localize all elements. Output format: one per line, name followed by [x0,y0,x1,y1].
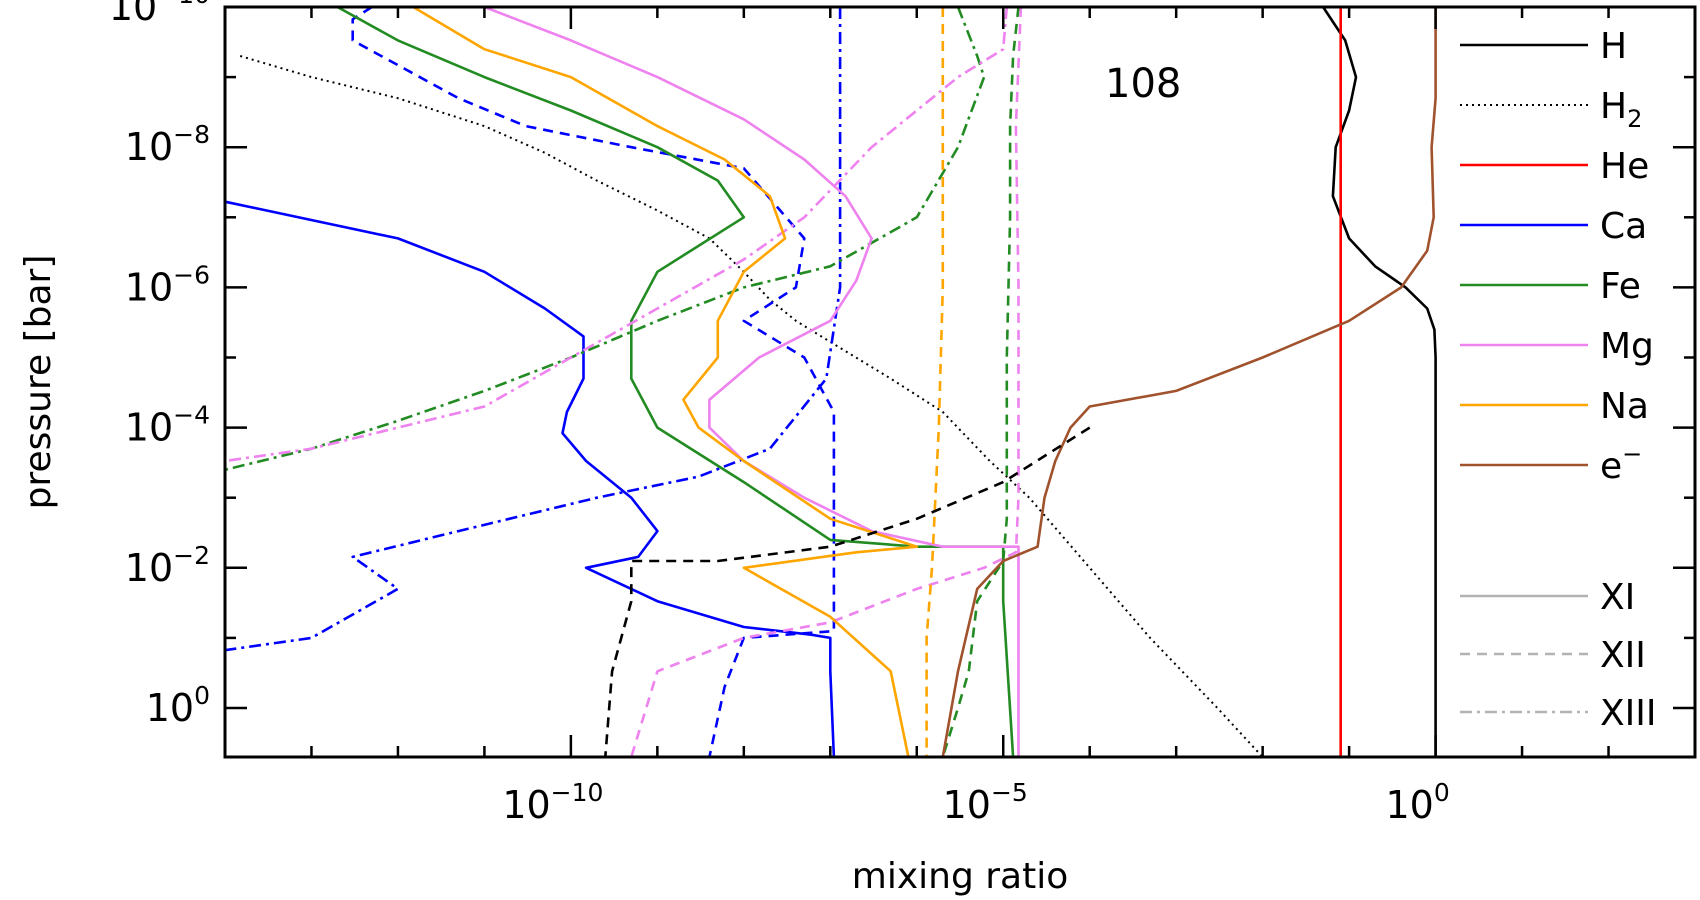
series-line-mg-xiii [224,6,1009,463]
y-tick-label: 10−2 [125,541,210,590]
series-line-fe-xii [941,6,1020,758]
legend-label-he: He [1600,146,1649,187]
legend-label-xiii: XIII [1600,693,1657,734]
y-tick-label: 10−4 [125,401,210,450]
series-line-h [1322,6,1437,757]
legend-label-xii: XII [1600,635,1646,676]
series-line-fe-xi [336,5,1015,758]
series-layer [224,5,1437,758]
y-tick-label: 10−6 [125,260,210,309]
series-line-fe-xiii [224,6,986,472]
series-line-na-xi [412,5,919,758]
x-tick-label: 10−5 [943,778,1028,827]
series-line-mg-xi [483,5,1020,757]
series-line-na-xii [925,7,945,757]
x-axis-title: mixing ratio [852,856,1069,897]
plot-frame [223,5,1697,759]
legend-label-xi: XI [1600,577,1635,618]
legend-label-h2: H2 [1600,86,1642,133]
legend-label-fe: Fe [1600,266,1641,307]
y-tick-label: 10−10 [109,0,210,29]
series-line-e [941,7,1437,758]
legend-layer: H H2 He Ca Fe Mg Na e− XI XII XIII [1460,26,1657,734]
series-line-mg-xii [630,6,1023,758]
series-line-ca-xi [224,200,836,758]
x-tick-label: 10−10 [502,778,603,827]
series-line-e-xii [604,426,1091,758]
legend-label-na: Na [1600,386,1649,427]
y-tick-label: 10−8 [125,120,210,169]
legend-label-e: e− [1600,440,1642,487]
series-line-ca-xii [351,5,836,758]
legend-label-mg: Mg [1600,326,1654,367]
y-axis-title: pressure [bar] [18,255,59,510]
legend-label-h: H [1600,26,1627,67]
x-tick-label: 100 [1385,778,1449,827]
annotation-label: 108 [1105,61,1181,107]
legend-label-ca: Ca [1600,206,1647,247]
series-line-ca-xiii [224,7,842,652]
series-line-h2 [239,55,1264,758]
y-tick-label: 100 [146,681,210,730]
